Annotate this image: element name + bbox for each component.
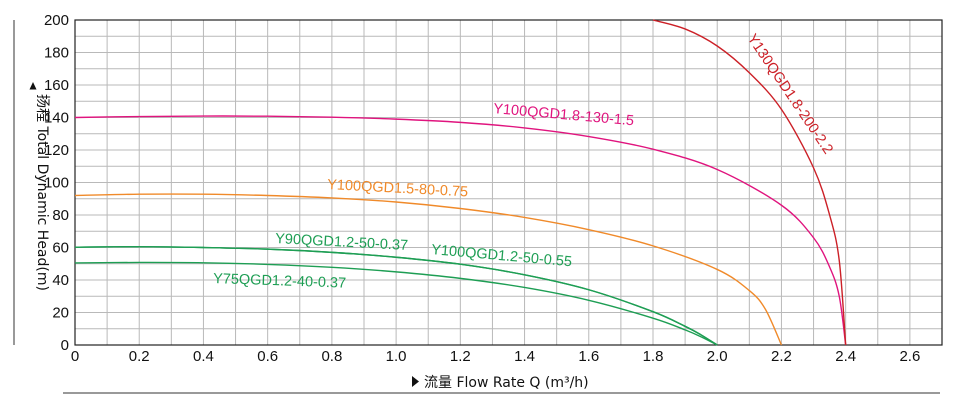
x-tick-label: 0.6	[257, 348, 278, 365]
x-tick-label: 2.4	[835, 348, 856, 365]
y-tick-label: 120	[44, 142, 69, 159]
y-axis-label: 扬程 Total Dynamic Head(m)	[34, 94, 50, 291]
plot-frame	[74, 19, 943, 346]
x-tick-label: 0.8	[321, 348, 342, 365]
x-tick-label: 0.4	[193, 348, 214, 365]
x-tick-label: 1.4	[514, 348, 535, 365]
curve-y100qgd1-8-130-1-5	[74, 115, 847, 346]
curve-y75qgd1-2-40-0-37	[74, 261, 718, 346]
x-tick-label: 1.0	[386, 348, 407, 365]
y-tick-label: 180	[44, 45, 69, 62]
x-tick-label: 0	[71, 348, 79, 365]
y-tick-label: 20	[52, 305, 69, 322]
tick-labels: 0 0.2 0.4 0.6 0.8 1.0 1.2 1.4 1.6 1.8 2.0 2.2 2.4 2.6…	[44, 12, 920, 365]
curve-y130qgd1-8-200-2-2	[652, 19, 847, 346]
x-tick-label: 1.6	[578, 348, 599, 365]
x-tick-label: 0.2	[129, 348, 150, 365]
curves	[74, 19, 847, 346]
x-tick-label: 2.6	[899, 348, 920, 365]
axes	[13, 20, 940, 394]
y-tick-label: 140	[44, 110, 69, 127]
axis-titles: 扬程 Total Dynamic Head(m) 流量 Flow Rate Q …	[29, 82, 589, 391]
x-axis-arrow-icon	[412, 376, 419, 387]
grid-lines	[74, 19, 943, 346]
curve-label-y100qgd1-8-130-1-5: Y100QGD1.8-130-1.5	[493, 101, 635, 129]
y-tick-label: 60	[52, 240, 69, 257]
x-tick-label: 1.2	[450, 348, 471, 365]
x-tick-label: 2.2	[771, 348, 792, 365]
curve-label-y100qgd1-2-50-0-55: Y100QGD1.2-50-0.55	[431, 242, 573, 270]
curve-label-y130qgd1-8-200-2-2: Y130QGD1.8-200-2.2	[744, 31, 836, 157]
x-tick-label: 2.0	[707, 348, 728, 365]
y-axis-arrow-icon	[29, 82, 37, 90]
curve-y100qgd1-5-80-0-75	[74, 193, 783, 346]
y-tick-label: 40	[52, 272, 69, 289]
curve-label-y75qgd1-2-40-0-37: Y75QGD1.2-40-0.37	[213, 271, 346, 292]
curve-label-y90qgd1-2-50-0-37: Y90QGD1.2-50-0.37	[275, 231, 409, 254]
y-tick-label: 200	[44, 12, 69, 29]
y-tick-label: 160	[44, 77, 69, 94]
x-tick-label: 1.8	[643, 348, 664, 365]
x-axis-label: 流量 Flow Rate Q (m³/h)	[424, 375, 589, 391]
curve-y100qgd1-2-50-0-55	[74, 245, 718, 346]
curve-label-y100qgd1-5-80-0-75: Y100QGD1.5-80-0.75	[327, 177, 469, 200]
y-tick-label: 80	[52, 207, 69, 224]
y-tick-label: 100	[44, 175, 69, 192]
y-tick-label: 0	[61, 337, 69, 354]
